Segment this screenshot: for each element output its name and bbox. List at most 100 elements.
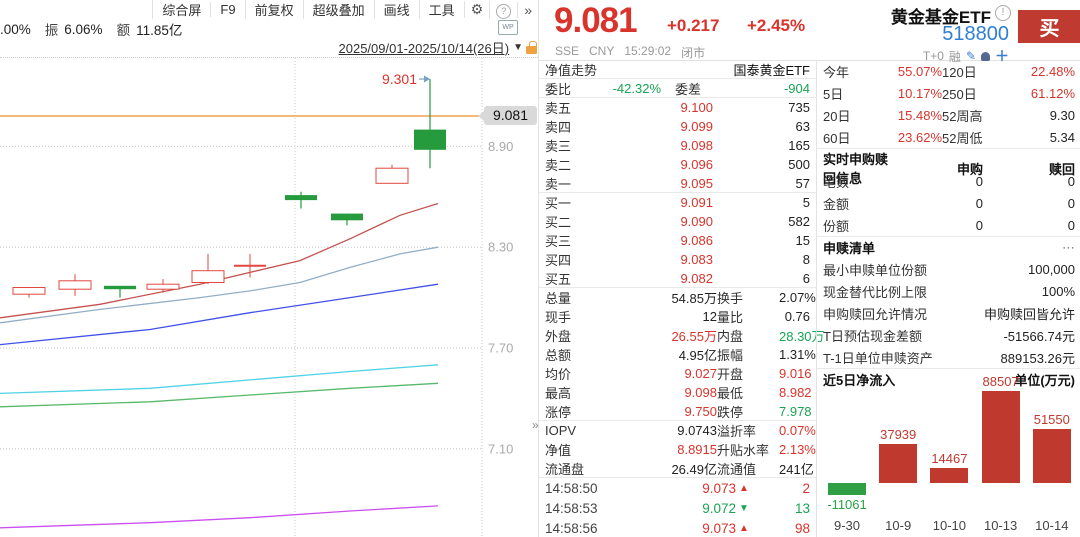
stat-row: 净值 8.8915 升贴水率 2.13%	[539, 440, 816, 459]
stat-value: 0.07%	[779, 423, 816, 438]
bid-price[interactable]: 9.086	[680, 233, 713, 248]
flow-chart: -11061 9-30 37939 10-9 14467 10-10 88507 10-13 5…	[817, 374, 1080, 537]
perf-value: 10.17%	[897, 85, 942, 101]
stat-label: 流通值	[717, 462, 757, 477]
nav-trend-link[interactable]: 净值走势	[545, 62, 598, 78]
pencil-icon[interactable]: ✎	[965, 49, 976, 63]
candlestick	[104, 285, 136, 290]
perf-row: 今年 55.07% 120日 22.48%	[817, 60, 1080, 82]
tape-time: 14:58:50	[545, 480, 598, 496]
bid-row-3[interactable]: 买三 9.086 15	[539, 231, 816, 250]
bid-label: 买三	[545, 234, 572, 249]
y-axis-label: 7.10	[488, 441, 513, 456]
toolbar-item-f9[interactable]: F9	[210, 2, 244, 17]
bid-row-4[interactable]: 买四 9.083 8	[539, 250, 816, 269]
flow-bar	[981, 390, 1020, 483]
amount-label: 额	[116, 23, 131, 38]
ask-price[interactable]: 9.095	[680, 175, 713, 191]
help-icon[interactable]: ?	[489, 0, 517, 19]
ask-price[interactable]: 9.098	[680, 138, 713, 153]
date-range-selector[interactable]: 2025/09/01-2025/10/14(26日)	[338, 41, 510, 56]
ask-row-4[interactable]: 卖四 9.099 63	[539, 117, 816, 136]
ma-line	[0, 505, 439, 529]
bid-row-1[interactable]: 买一 9.091 5	[539, 193, 816, 212]
detail-row: 申购赎回允许情况 申购赎回皆允许	[817, 302, 1080, 324]
bid-label: 买一	[545, 196, 572, 211]
more-icon[interactable]: »	[517, 1, 538, 18]
last-price-tag: 9.081	[478, 106, 537, 125]
gear-icon[interactable]: ⚙	[463, 1, 490, 18]
toolbar-item-draw-line[interactable]: 画线	[373, 0, 419, 19]
perf-value: 9.30	[1049, 107, 1075, 123]
flow-value-label: -11061	[827, 496, 867, 512]
bid-row-2[interactable]: 买二 9.090 582	[539, 212, 816, 231]
unlock-icon[interactable]	[526, 40, 537, 54]
panel-expander-icon[interactable]: »	[532, 418, 539, 432]
more-dots-icon[interactable]: ⋯	[1062, 239, 1075, 255]
subscribe-value-b: 0	[1067, 217, 1075, 233]
redemption-list-header: 申赎清单 ⋯	[817, 236, 1080, 258]
toolbar-item-tools[interactable]: 工具	[418, 0, 464, 19]
tape-volume: 98	[794, 520, 810, 536]
detail-label: T日预估现金差额	[823, 328, 922, 344]
tape-price: 9.073	[702, 480, 736, 496]
bid-row-5[interactable]: 买五 9.082 6	[539, 269, 816, 288]
stat-value: 241亿	[779, 462, 814, 477]
ma-line	[0, 382, 439, 408]
ask-row-1[interactable]: 卖一 9.095 57	[539, 174, 816, 193]
ask-price[interactable]: 9.099	[680, 119, 713, 134]
chart-toolbar: 综合屏 F9 前复权 超级叠加 画线 工具 ⚙ ? »	[0, 0, 538, 19]
bell-icon[interactable]	[981, 51, 990, 61]
ask-label: 卖二	[545, 158, 572, 173]
stat-value: 8.8915	[677, 442, 717, 457]
amplitude-value: 6.06%	[64, 21, 103, 37]
flow-unit-label: 单位(万元)	[1014, 373, 1075, 388]
quote-time: 15:29:02	[624, 44, 672, 58]
toolbar-item-forward-adjust[interactable]: 前复权	[244, 0, 303, 19]
bid-price[interactable]: 9.091	[680, 195, 713, 210]
bid-volume: 8	[802, 252, 810, 267]
perf-value: 5.34	[1049, 129, 1075, 145]
detail-label: 最小申赎单位份额	[823, 262, 928, 278]
stat-value: 12	[702, 309, 717, 324]
candlestick	[375, 167, 409, 184]
wp-screen-icon[interactable]: WP	[498, 20, 518, 35]
ask-price[interactable]: 9.096	[680, 157, 713, 172]
market-status: 闭市	[681, 46, 706, 60]
market-status-row: SSE CNY 15:29:02 闭市	[555, 44, 705, 61]
ask-volume: 500	[788, 157, 810, 172]
perf-value: 22.48%	[1030, 63, 1075, 79]
ask-price[interactable]: 9.100	[680, 100, 713, 115]
kline-chart[interactable]: 8.90 8.30 7.70 7.10 9.301	[0, 57, 538, 537]
bid-price[interactable]: 9.083	[680, 252, 713, 267]
toolbar-item-composite-screen[interactable]: 综合屏	[152, 0, 210, 19]
ask-row-2[interactable]: 卖二 9.096 500	[539, 155, 816, 174]
quote-columns: 净值走势 国泰黄金ETF 委比 -42.32% 委差 -904 卖五 9.100…	[532, 60, 1080, 537]
buy-button[interactable]: 买	[1018, 10, 1080, 43]
subscribe-value-a: 0	[975, 217, 983, 233]
date-range-row: 2025/09/01-2025/10/14(26日) ▼	[339, 39, 537, 56]
bid-price[interactable]: 9.082	[680, 270, 713, 286]
toolbar-item-super-overlay[interactable]: 超级叠加	[302, 0, 374, 19]
flow-value-label: 37939	[880, 426, 917, 442]
bid-price[interactable]: 9.090	[680, 214, 713, 229]
plus-icon[interactable]: ＋	[995, 48, 1009, 64]
info-icon[interactable]: !	[995, 5, 1011, 21]
high-annotation-label: 9.301	[382, 71, 417, 87]
perf-label: 250日	[942, 86, 977, 102]
exchange-label: SSE	[555, 44, 580, 58]
ask-label: 卖四	[545, 120, 572, 135]
weibi-label: 委比	[545, 81, 572, 97]
ma-line	[0, 202, 439, 319]
ask-row-3[interactable]: 卖三 9.098 165	[539, 136, 816, 155]
chevron-down-icon[interactable]: ▼	[513, 42, 523, 53]
stat-value: 26.49亿	[671, 462, 717, 477]
detail-row: 最小申赎单位份额 100,000	[817, 258, 1080, 280]
ask-row-5[interactable]: 卖五 9.100 735	[539, 98, 816, 117]
tape-volume: 2	[802, 480, 810, 496]
stat-row: 现手 12 量比 0.76	[539, 307, 816, 326]
perf-label: 5日	[823, 86, 844, 102]
flow-bar	[879, 443, 918, 483]
detail-value: 申购赎回皆允许	[983, 306, 1075, 322]
